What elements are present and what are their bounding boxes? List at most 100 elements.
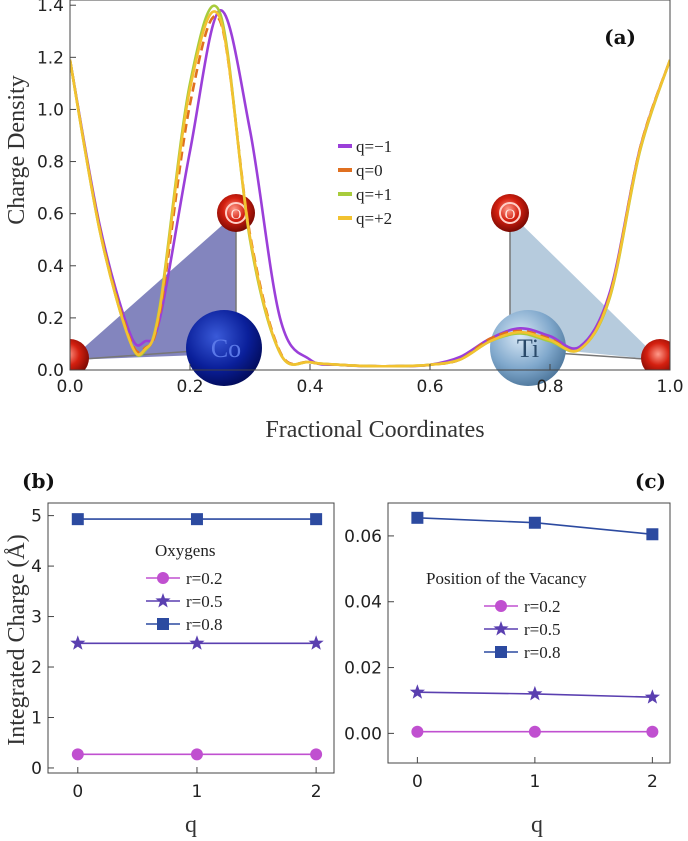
x-tick-label: 2 <box>311 782 322 802</box>
x-tick-label: 0.0 <box>56 377 83 397</box>
y-tick-label: 1.2 <box>37 48 64 68</box>
data-point <box>411 511 424 524</box>
x-tick-label: 0.6 <box>416 377 443 397</box>
panel-a-x-axis-title: Fractional Coordinates <box>265 417 484 443</box>
x-tick-label: 1 <box>529 772 540 792</box>
series-line-3 <box>70 10 670 368</box>
legend-entry: q=0 <box>356 161 383 180</box>
co-octahedron-face <box>70 213 236 360</box>
legend-entry: r=0.8 <box>524 643 561 662</box>
y-tick-label: 1.0 <box>37 100 64 120</box>
panel-b-legend-title: Oxygens <box>155 541 215 560</box>
data-point <box>528 725 541 738</box>
panel-c-vacancy: (c) 0 1 2 0.00 0.02 0.04 0.06 q Position of th… <box>344 469 671 838</box>
oxygen-label-co: O <box>231 207 242 223</box>
cobalt-atom-label: Co <box>211 334 241 363</box>
data-point <box>411 725 424 738</box>
oxygen-atom-top-ti <box>491 194 529 232</box>
panel-b-plot: 0 1 2 0 1 2 3 4 5 <box>31 507 324 802</box>
panel-a-y-axis-title: Charge Density <box>4 75 30 225</box>
data-point <box>71 748 84 761</box>
y-tick-label: 0.02 <box>344 659 382 679</box>
legend-marker <box>493 621 509 636</box>
panel-c-legend-title: Position of the Vacancy <box>426 569 587 588</box>
cobalt-atom <box>186 310 262 386</box>
data-point <box>308 635 324 650</box>
y-tick-label: 0.4 <box>37 257 64 277</box>
y-tick-label: 0.0 <box>37 361 64 381</box>
x-tick-label: 0.8 <box>536 377 563 397</box>
y-tick-label: 0.00 <box>344 724 382 744</box>
data-point <box>71 513 84 526</box>
x-tick-label: 0.2 <box>176 377 203 397</box>
y-tick-label: 0.6 <box>37 205 64 225</box>
legend-entry: r=0.5 <box>524 620 561 639</box>
y-tick-label: 0 <box>31 759 42 779</box>
y-tick-label: 2 <box>31 658 42 678</box>
legend-entry: q=+1 <box>356 185 392 204</box>
legend-entry: r=0.8 <box>186 615 223 634</box>
x-tick-label: 1 <box>192 782 203 802</box>
panel-a-legend: q=−1 q=0 q=+1 q=+2 <box>338 137 392 228</box>
panel-a-axes: 0.0 0.2 0.4 0.6 0.8 1.0 0.0 0.2 0.4 0.6 0.8 1.0 1.2 1… <box>37 0 684 397</box>
data-point <box>646 528 659 541</box>
y-tick-label: 1 <box>31 708 42 728</box>
data-point <box>409 684 425 699</box>
y-tick-label: 0.2 <box>37 309 64 329</box>
oxygen-ring <box>499 202 521 224</box>
y-tick-label: 4 <box>31 557 42 577</box>
panel-a-series-lines <box>70 4 670 368</box>
legend-marker <box>495 646 507 658</box>
panel-b-legend: r=0.2 r=0.5 r=0.8 <box>146 569 223 634</box>
legend-marker <box>157 618 169 630</box>
data-point <box>310 513 323 526</box>
legend-marker <box>155 593 171 608</box>
data-point <box>190 513 203 526</box>
oxygen-atom-left <box>70 339 89 370</box>
panel-c-label: (c) <box>635 469 666 493</box>
panel-b-x-axis-title: q <box>185 812 197 838</box>
data-point <box>528 516 541 529</box>
legend-entry: r=0.2 <box>524 597 561 616</box>
x-tick-label: 0.4 <box>296 377 323 397</box>
data-point <box>310 748 323 761</box>
legend-entry: r=0.5 <box>186 592 223 611</box>
panel-b-label: (b) <box>22 469 55 493</box>
titanium-atom <box>490 310 566 386</box>
panel-c-plot: 0 1 2 0.00 0.02 0.04 0.06 <box>344 511 660 792</box>
panel-a-label: (a) <box>604 25 636 49</box>
crystal-structure-illustration: Co Ti O O <box>69 194 670 386</box>
y-tick-label: 1.4 <box>37 0 64 16</box>
y-tick-label: 0.8 <box>37 153 64 173</box>
data-point <box>190 748 203 761</box>
x-tick-label: 0 <box>412 772 423 792</box>
titanium-atom-label: Ti <box>517 334 539 363</box>
x-tick-label: 2 <box>647 772 658 792</box>
panel-b-frame <box>47 502 335 774</box>
data-point <box>70 635 86 650</box>
data-point <box>646 725 659 738</box>
legend-entry: r=0.2 <box>186 569 223 588</box>
y-tick-label: 5 <box>31 507 42 527</box>
legend-entry: q=+2 <box>356 209 392 228</box>
oxygen-label-ti: O <box>505 207 516 223</box>
y-tick-label: 0.04 <box>344 593 382 613</box>
data-point <box>644 689 660 704</box>
legend-marker <box>157 572 169 584</box>
panel-c-x-axis-title: q <box>531 812 543 838</box>
panel-a-frame <box>69 0 671 371</box>
data-point <box>527 685 543 701</box>
legend-marker <box>495 600 507 612</box>
panel-a-charge-density: Co Ti O O 0.0 0.2 0.4 0.6 0.8 1.0 0.0 0.2 0.4 0.6… <box>4 0 684 443</box>
data-point <box>189 635 205 650</box>
panel-b-y-axis-title: Integrated Charge (Å) <box>4 534 30 745</box>
x-tick-label: 0 <box>72 782 83 802</box>
y-tick-label: 0.06 <box>344 527 382 547</box>
panel-c-frame <box>387 502 671 764</box>
y-tick-label: 3 <box>31 608 42 628</box>
panel-c-legend: r=0.2 r=0.5 r=0.8 <box>484 597 561 662</box>
x-tick-label: 1.0 <box>656 377 683 397</box>
panel-b-oxygens: (b) 0 1 2 0 1 2 3 4 5 q Integrated Charge (Å) Ox… <box>4 469 335 838</box>
legend-entry: q=−1 <box>356 137 392 156</box>
